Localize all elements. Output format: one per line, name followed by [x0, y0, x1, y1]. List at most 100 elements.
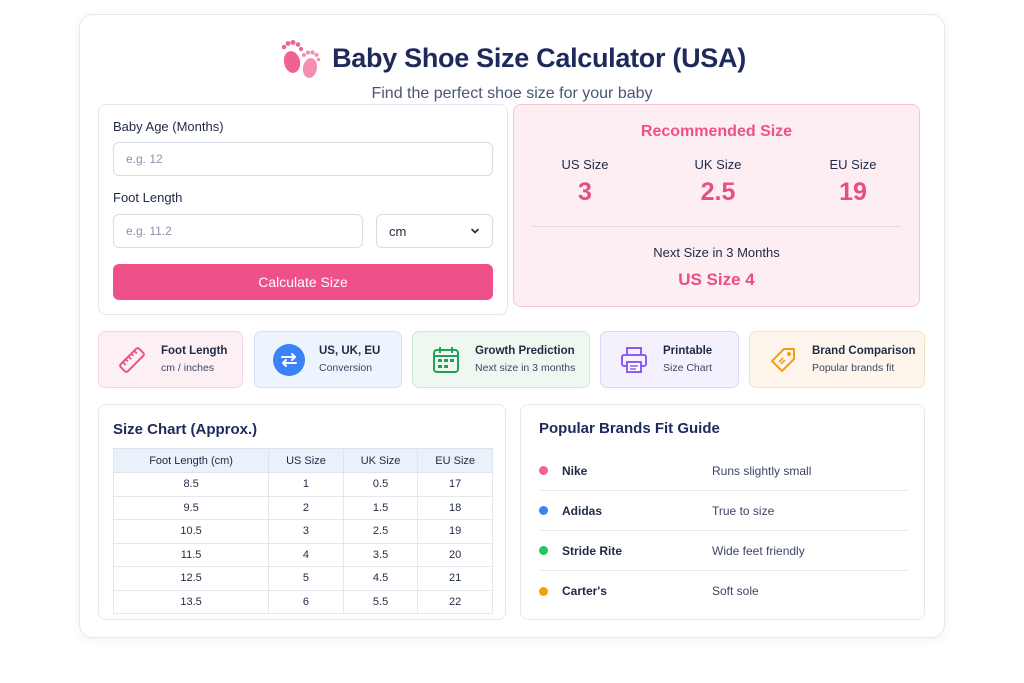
- recommended-size-panel: Recommended Size US Size 3 UK Size 2.5 E…: [513, 104, 920, 307]
- table-cell: 4: [268, 542, 344, 567]
- size-value: 2.5: [700, 178, 736, 206]
- brand-dot: [539, 506, 548, 515]
- feature-title: Printable: [663, 344, 713, 357]
- feature-growth-prediction: Growth Prediction Next size in 3 months: [412, 331, 590, 388]
- foot-length-input[interactable]: [113, 214, 363, 248]
- foot-length-label: Foot Length: [113, 190, 183, 205]
- size-chart-table: Foot Length (cm) US Size UK Size EU Size…: [112, 448, 493, 614]
- brand-row-carters: Carter's Soft sole: [539, 571, 909, 611]
- size-chart-panel: Size Chart (Approx.) Foot Length (cm) US…: [98, 404, 506, 620]
- feature-title: Growth Prediction: [475, 344, 575, 357]
- table-row: 11.5 4 3.5 20: [112, 542, 493, 567]
- brand-name: Stride Rite: [562, 543, 623, 558]
- column-header: US Size: [268, 448, 344, 473]
- table-cell: 6: [268, 589, 344, 614]
- size-value: 19: [839, 178, 867, 206]
- calculator-card: Baby Shoe Size Calculator (USA) Find the…: [79, 14, 945, 638]
- table-cell: 3.5: [342, 542, 419, 567]
- table-row: 13.5 6 5.5 22: [112, 589, 493, 614]
- brand-dot: [539, 466, 548, 475]
- feature-printable-chart: Printable Size Chart: [600, 331, 739, 388]
- table-cell: 4.5: [342, 566, 419, 591]
- table-cell: 22: [417, 589, 493, 614]
- table-row: 10.5 3 2.5 19: [112, 519, 493, 544]
- brands-fit-guide-panel: Popular Brands Fit Guide Nike Runs sligh…: [520, 404, 925, 620]
- table-cell: 5.5: [342, 589, 419, 614]
- column-header: EU Size: [417, 448, 493, 473]
- unit-select[interactable]: cm: [376, 214, 493, 248]
- table-cell: 8.5: [112, 472, 270, 497]
- table-cell: 3: [268, 519, 344, 544]
- table-cell: 2.5: [342, 519, 419, 544]
- table-cell: 5: [268, 566, 344, 591]
- feature-subtitle: Conversion: [319, 361, 373, 374]
- brand-row-nike: Nike Runs slightly small: [539, 451, 909, 491]
- printer-icon: [621, 346, 647, 373]
- brands-title: Popular Brands Fit Guide: [539, 420, 720, 437]
- age-label: Baby Age (Months): [113, 119, 224, 134]
- divider: [532, 226, 901, 227]
- page-subtitle: Find the perfect shoe size for your baby: [371, 85, 653, 102]
- feature-foot-length: Foot Length cm / inches: [98, 331, 243, 388]
- table-cell: 9.5: [112, 495, 270, 520]
- table-cell: 19: [417, 519, 493, 544]
- baby-feet-icon: [281, 40, 321, 78]
- page-header: Baby Shoe Size Calculator (USA) Find the…: [80, 35, 944, 103]
- table-row: 9.5 2 1.5 18: [112, 495, 493, 520]
- size-value: 3: [578, 178, 592, 206]
- size-label: US Size: [561, 157, 609, 172]
- table-cell: 21: [417, 566, 493, 591]
- brand-row-adidas: Adidas True to size: [539, 491, 909, 531]
- us-size-result: US Size 3: [535, 157, 635, 207]
- brand-fit: Wide feet friendly: [712, 543, 805, 558]
- size-label: EU Size: [829, 157, 877, 172]
- age-input[interactable]: [113, 142, 493, 176]
- chevron-down-icon: [471, 228, 479, 234]
- table-header-row: Foot Length (cm) US Size UK Size EU Size: [112, 448, 493, 473]
- size-label: UK Size: [694, 157, 742, 172]
- brand-fit: True to size: [712, 503, 775, 518]
- next-size-value: US Size 4: [678, 270, 755, 289]
- table-cell: 18: [417, 495, 493, 520]
- feature-subtitle: Next size in 3 months: [475, 361, 576, 374]
- table-cell: 1.5: [342, 495, 419, 520]
- eu-size-result: EU Size 19: [803, 157, 903, 207]
- feature-title: Brand Comparison: [812, 344, 916, 357]
- brand-fit: Runs slightly small: [712, 463, 812, 478]
- table-cell: 13.5: [112, 589, 270, 614]
- calculate-button[interactable]: Calculate Size: [113, 264, 493, 300]
- unit-select-value: cm: [389, 223, 407, 239]
- input-form: Baby Age (Months) Foot Length cm Calcula…: [98, 104, 508, 315]
- tag-icon: [771, 347, 795, 372]
- feature-title: Foot Length: [161, 344, 228, 357]
- brand-name: Carter's: [562, 584, 607, 598]
- column-header: UK Size: [342, 448, 419, 473]
- recommended-size-title: Recommended Size: [640, 123, 793, 140]
- feature-subtitle: Popular brands fit: [812, 361, 895, 374]
- table-cell: 20: [417, 542, 493, 567]
- table-cell: 11.5: [112, 542, 270, 567]
- table-cell: 1: [268, 472, 344, 497]
- size-chart-title: Size Chart (Approx.): [113, 421, 258, 438]
- brand-name: Adidas: [562, 503, 603, 518]
- ruler-icon: [119, 346, 145, 373]
- feature-subtitle: Size Chart: [663, 361, 713, 374]
- column-header: Foot Length (cm): [112, 448, 270, 473]
- brand-dot: [539, 586, 548, 596]
- page-title: Baby Shoe Size Calculator (USA): [332, 42, 746, 73]
- next-size-label: Next Size in 3 Months: [653, 245, 780, 260]
- table-cell: 17: [417, 472, 493, 497]
- table-cell: 0.5: [342, 472, 419, 497]
- feature-title: US, UK, EU: [319, 344, 381, 357]
- feature-brand-comparison: Brand Comparison Popular brands fit: [749, 331, 925, 388]
- feature-subtitle: cm / inches: [161, 361, 215, 374]
- table-row: 12.5 5 4.5 21: [112, 566, 493, 591]
- feature-conversion: US, UK, EU Conversion: [254, 331, 402, 388]
- brand-dot: [539, 546, 548, 555]
- uk-size-result: UK Size 2.5: [668, 157, 768, 207]
- brand-fit: Soft sole: [712, 584, 759, 598]
- calendar-icon: [433, 346, 459, 373]
- table-cell: 2: [268, 495, 344, 520]
- convert-arrows-icon: [273, 343, 305, 376]
- table-cell: 12.5: [112, 566, 270, 591]
